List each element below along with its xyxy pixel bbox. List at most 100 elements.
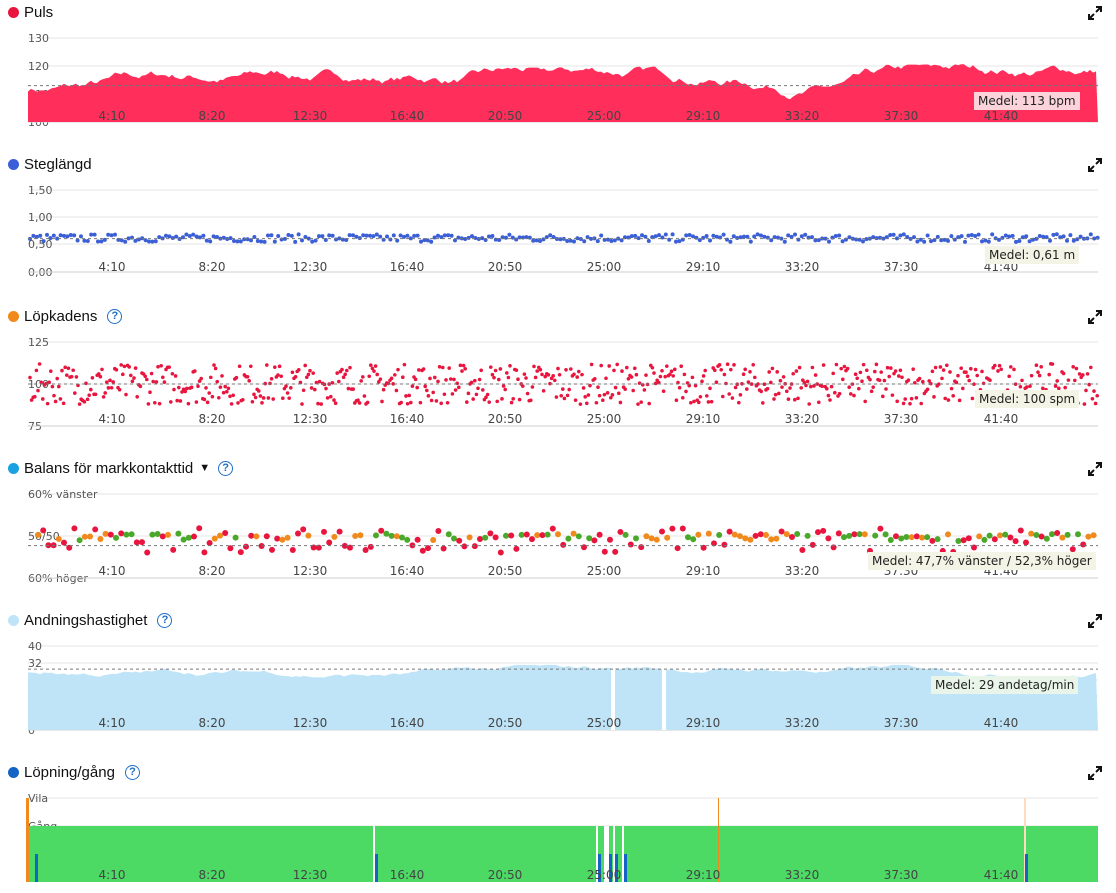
cadence-point — [202, 397, 207, 402]
breath-panel: Andningshastighet ? 40322416804:108:2012… — [0, 608, 1116, 760]
cadence-point — [861, 362, 866, 367]
stride-point — [674, 239, 678, 244]
y-tick-label: 1,00 — [28, 211, 53, 224]
cadence-point — [410, 384, 415, 388]
cadence-point — [599, 363, 603, 368]
cadence-point — [831, 371, 835, 376]
balance-point — [965, 535, 972, 542]
balance-point — [248, 532, 255, 539]
balance-point — [378, 527, 385, 534]
expand-icon[interactable] — [1088, 158, 1102, 172]
stride-point — [191, 232, 196, 237]
stride-point — [701, 235, 706, 240]
stride-point — [96, 239, 100, 244]
cadence-point — [541, 389, 546, 393]
cadence-point — [618, 400, 623, 405]
cadence-point — [74, 375, 79, 379]
stride-point — [255, 238, 260, 243]
expand-icon[interactable] — [1088, 766, 1102, 780]
cadence-point — [252, 392, 256, 397]
help-icon[interactable]: ? — [124, 764, 140, 780]
cadence-point — [465, 400, 469, 404]
stride-point — [714, 234, 719, 239]
stride-point — [364, 233, 369, 238]
stride-point — [208, 239, 213, 244]
balance-point — [102, 530, 109, 537]
cadence-point — [759, 389, 763, 394]
stride-point — [677, 239, 682, 244]
balance-point — [133, 539, 140, 546]
cadence-point — [423, 384, 428, 389]
balance-point — [144, 549, 151, 556]
cadence-point — [605, 391, 610, 395]
cadence-point — [97, 372, 101, 376]
stride-point — [833, 233, 838, 238]
cadence-point — [332, 398, 336, 402]
cadence-point — [1082, 402, 1087, 406]
cadence-point — [247, 379, 251, 383]
expand-icon[interactable] — [1088, 614, 1102, 628]
x-tick-label: 8:20 — [199, 109, 226, 123]
stride-point — [136, 237, 141, 242]
balance-point — [175, 530, 182, 537]
stride-point — [252, 235, 257, 240]
balance-point — [841, 534, 847, 541]
stride-point — [34, 234, 39, 239]
cadence-point — [1090, 396, 1095, 401]
cadence-point — [817, 400, 821, 405]
balance-point — [1007, 534, 1014, 541]
stride-point — [657, 233, 661, 238]
cadence-point — [820, 384, 824, 389]
cadence-point — [948, 370, 952, 374]
cadence-point — [996, 369, 1000, 373]
cadence-point — [146, 402, 151, 406]
stride-point — [633, 233, 638, 238]
cadence-point — [815, 382, 819, 386]
help-icon[interactable]: ? — [107, 308, 123, 324]
cadence-point — [281, 396, 285, 401]
balance-point — [66, 544, 73, 551]
cadence-point — [925, 387, 930, 392]
balance-point — [404, 536, 411, 543]
cadence-point — [461, 363, 466, 368]
x-tick-label: 16:40 — [390, 868, 425, 882]
balance-point — [258, 543, 265, 550]
help-icon[interactable]: ? — [157, 612, 173, 628]
balance-point — [440, 545, 447, 552]
cadence-point — [965, 374, 970, 379]
x-tick-label: 37:30 — [884, 716, 919, 730]
dropdown-caret-icon[interactable]: ▼ — [199, 462, 211, 474]
expand-icon[interactable] — [1088, 462, 1102, 476]
cadence-point — [604, 376, 608, 381]
stride-point — [949, 234, 954, 239]
cadence-point — [701, 374, 706, 378]
y-tick-label: 120 — [28, 60, 49, 73]
balance-point — [274, 535, 281, 542]
cadence-point — [647, 401, 651, 406]
cadence-point — [386, 381, 391, 386]
cadence-point — [852, 393, 856, 398]
cadence-point — [1028, 384, 1032, 388]
balance-point — [165, 531, 171, 538]
run-marker — [624, 854, 627, 882]
stride-point — [568, 238, 573, 243]
run-marker — [598, 854, 601, 882]
balance-point — [435, 528, 442, 535]
cadence-point — [396, 367, 400, 372]
cadence-point — [324, 386, 328, 391]
stride-header: Steglängd — [8, 154, 92, 174]
stride-point — [327, 233, 332, 238]
cadence-point — [261, 396, 266, 400]
expand-icon[interactable] — [1088, 6, 1102, 20]
cadence-point — [826, 393, 831, 398]
cadence-point — [543, 374, 547, 379]
cadence-point — [28, 375, 32, 380]
stride-point — [62, 233, 66, 238]
help-icon[interactable]: ? — [218, 460, 234, 476]
stride-point — [184, 232, 189, 237]
balance-point — [357, 532, 364, 539]
expand-icon[interactable] — [1088, 310, 1102, 324]
cadence-point — [205, 400, 210, 405]
cadence-point — [313, 387, 317, 392]
cadence-point — [381, 387, 386, 392]
